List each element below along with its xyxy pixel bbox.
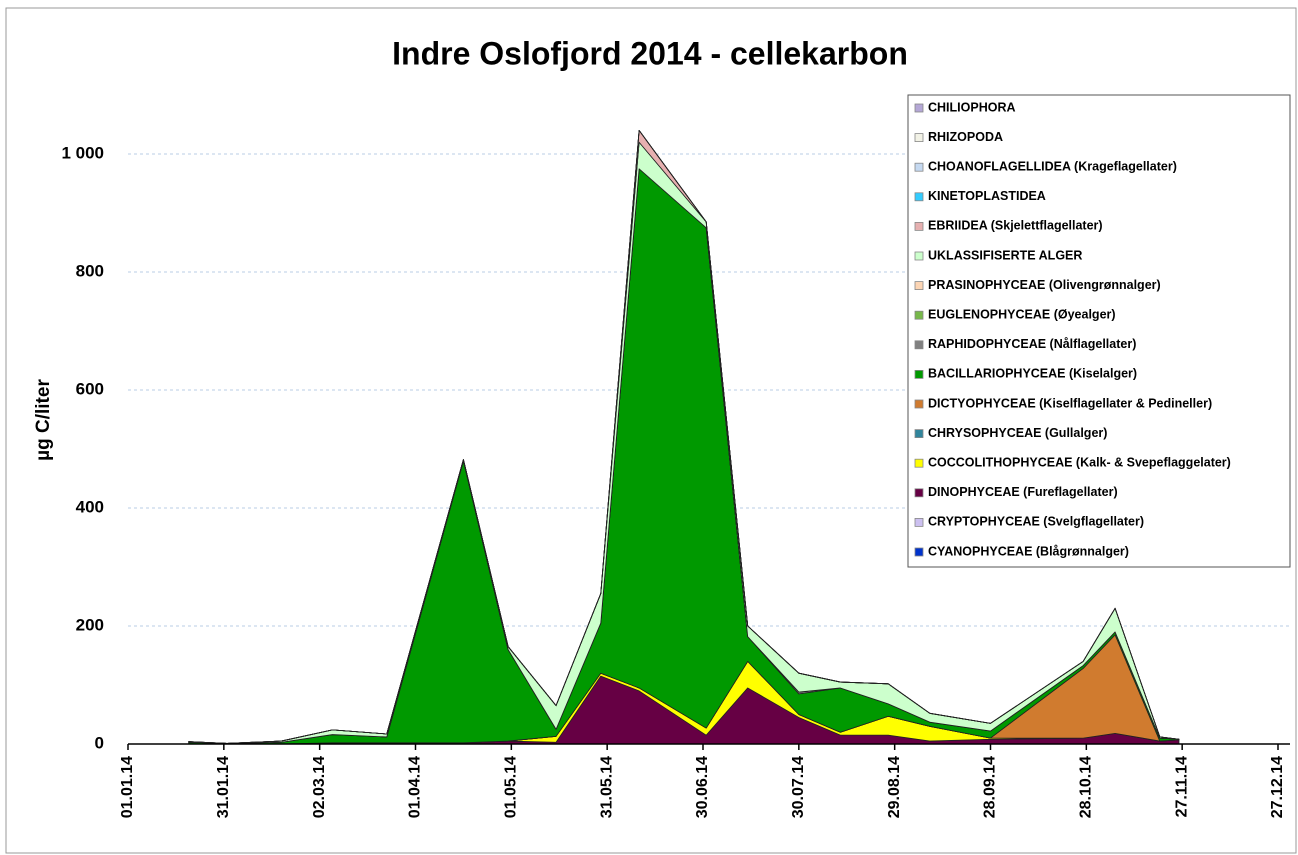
legend-label: DICTYOPHYCEAE (Kiselflagellater & Pedine…: [928, 396, 1212, 410]
legend-swatch: [914, 369, 924, 379]
legend-label: EBRIIDEA (Skjelettflagellater): [928, 219, 1103, 233]
y-tick-label: 1 000: [61, 143, 104, 162]
x-tick-label: 30.07.14: [790, 756, 807, 818]
legend-label: RHIZOPODA: [928, 130, 1003, 144]
legend-label: COCCOLITHOPHYCEAE (Kalk- & Svepeflaggela…: [928, 455, 1231, 469]
legend-swatch: [914, 488, 924, 498]
legend-swatch: [914, 518, 924, 527]
legend-swatch: [914, 221, 924, 231]
x-tick-label: 02.03.14: [311, 756, 328, 818]
x-tick-label: 01.01.14: [119, 756, 136, 818]
y-tick-label: 400: [76, 497, 104, 516]
legend-label: CYANOPHYCEAE (Blågrønnalger): [928, 544, 1129, 558]
legend-label: CHRYSOPHYCEAE (Gullalger): [928, 426, 1107, 440]
legend-swatch: [914, 310, 924, 320]
x-tick-label: 27.11.14: [1173, 756, 1190, 818]
y-tick-label: 800: [76, 261, 104, 280]
legend-label: UKLASSIFISERTE ALGER: [928, 248, 1082, 262]
area: [188, 130, 1180, 744]
x-tick-label: 27.12.14: [1269, 756, 1286, 818]
legend-label: PRASINOPHYCEAE (Olivengrønnalger): [928, 278, 1161, 292]
legend-label: CHOANOFLAGELLIDEA (Krageflagellater): [928, 159, 1177, 173]
legend-swatch: [914, 547, 924, 557]
x-tick-label: 30.06.14: [694, 756, 711, 818]
x-tick-label: 01.05.14: [503, 756, 520, 818]
y-tick-label: 0: [95, 733, 104, 752]
legend-label: KINETOPLASTIDEA: [928, 189, 1046, 203]
x-tick-label: 31.01.14: [215, 756, 232, 818]
x-tick-label: 28.10.14: [1078, 756, 1095, 818]
legend-label: CHILIOPHORA: [928, 100, 1016, 114]
legend-swatch: [914, 103, 924, 113]
legend-label: BACILLARIOPHYCEAE (Kiselalger): [928, 367, 1137, 381]
legend-swatch: [914, 192, 924, 202]
legend-swatch: [914, 162, 924, 172]
x-tick-label: 31.05.14: [598, 756, 615, 818]
legend-swatch: [914, 429, 924, 439]
legend-label: EUGLENOPHYCEAE (Øyealger): [928, 307, 1116, 321]
legend-swatch: [914, 281, 924, 291]
y-tick-label: 600: [76, 379, 104, 398]
legend-label: DINOPHYCEAE (Fureflagellater): [928, 485, 1118, 499]
legend-label: RAPHIDOPHYCEAE (Nålflagellater): [928, 337, 1136, 351]
y-axis-label: µg C/liter: [33, 379, 54, 461]
x-tick-label: 29.08.14: [886, 756, 903, 818]
y-tick-label: 200: [76, 615, 104, 634]
x-tick-label: 28.09.14: [982, 756, 999, 818]
legend-swatch: [914, 133, 924, 143]
legend-label: CRYPTOPHYCEAE (Svelgflagellater): [928, 515, 1144, 529]
legend-swatch: [914, 399, 924, 409]
legend-box: [907, 94, 1291, 568]
legend-swatch: [914, 340, 924, 350]
legend-swatch: [914, 458, 924, 468]
x-tick-label: 01.04.14: [407, 756, 424, 818]
chart-title: Indre Oslofjord 2014 - cellekarbon: [392, 35, 908, 71]
legend-swatch: [914, 251, 924, 261]
